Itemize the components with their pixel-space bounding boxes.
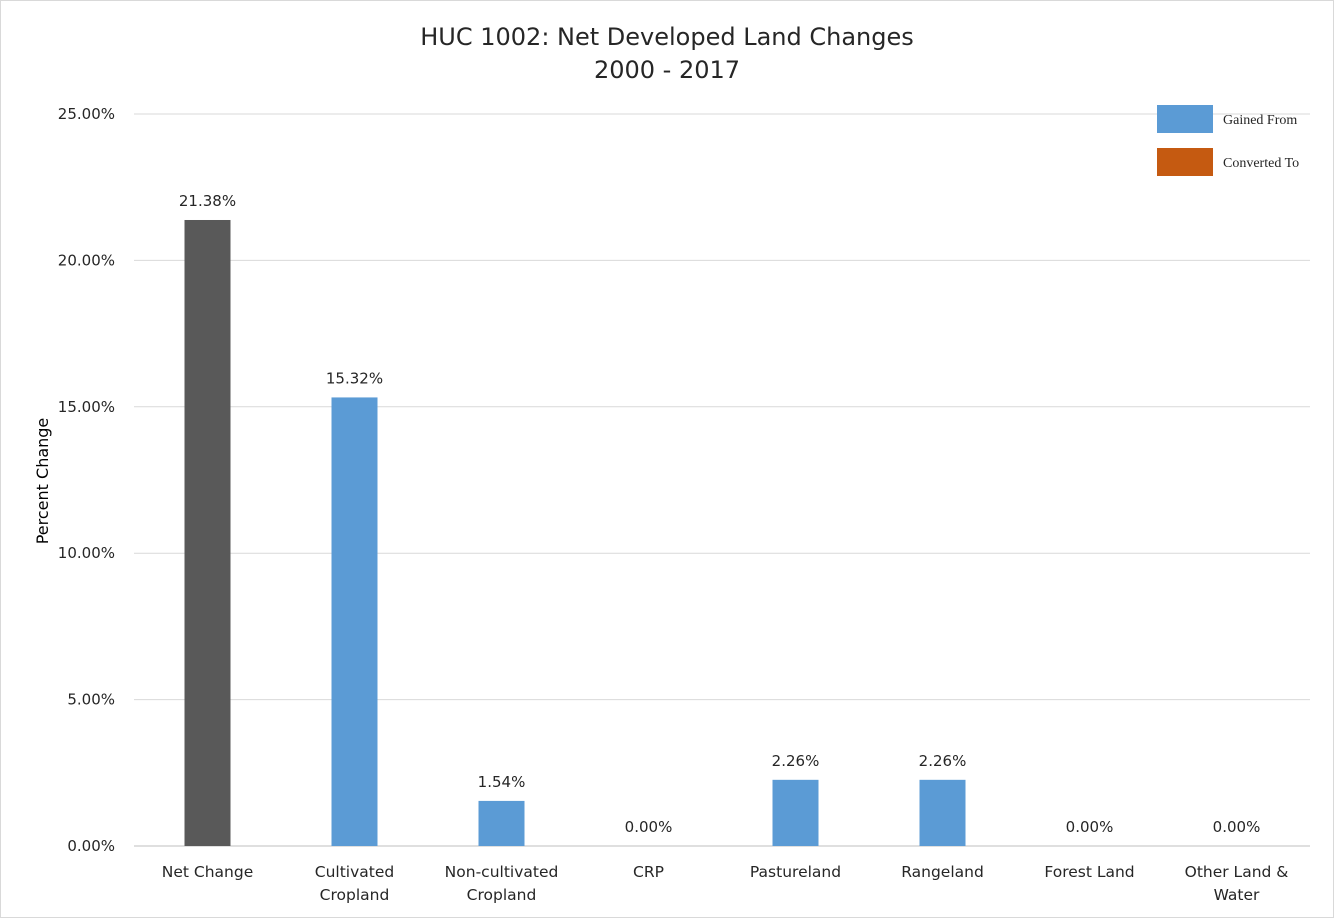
legend: Gained From Converted To (1157, 105, 1299, 176)
category-label: Cropland (320, 886, 390, 904)
bar (478, 800, 525, 846)
legend-label: Gained From (1223, 113, 1297, 128)
y-axis-label: Percent Change (33, 418, 52, 545)
data-label: 21.38% (179, 192, 236, 210)
data-labels: 21.38% 15.32% 1.54% 0.00% 2.26% 2.26% 0.00% 0.0… (179, 192, 1260, 836)
category-label: CRP (633, 863, 664, 881)
chart-title: HUC 1002: Net Developed Land Changes 2000… (420, 23, 914, 84)
category-label: Other Land & (1185, 863, 1289, 881)
data-label: 0.00% (1066, 818, 1114, 836)
category-label: Rangeland (901, 863, 984, 881)
category-label: Cultivated (315, 863, 394, 881)
y-axis-ticks: 0.00% 5.00% 10.00% 15.00% 20.00% 25.00% (58, 105, 115, 855)
data-label: 2.26% (919, 752, 967, 770)
category-label: Non-cultivated (445, 863, 559, 881)
y-tick-label: 10.00% (58, 544, 115, 562)
bar (184, 219, 231, 847)
x-axis-categories: Net Change Cultivated Cropland Non-cultivat… (162, 863, 1289, 904)
chart-title-line: HUC 1002: Net Developed Land Changes (420, 23, 914, 51)
data-label: 15.32% (326, 369, 383, 387)
legend-swatch (1157, 105, 1213, 133)
y-tick-label: 25.00% (58, 105, 115, 123)
data-label: 0.00% (625, 818, 673, 836)
y-tick-label: 5.00% (67, 691, 115, 709)
category-label: Forest Land (1044, 863, 1134, 881)
y-tick-label: 20.00% (58, 251, 115, 269)
data-label: 2.26% (772, 752, 820, 770)
bar (919, 779, 966, 846)
category-label: Cropland (467, 886, 537, 904)
data-label: 1.54% (478, 773, 526, 791)
chart-title-line: 2000 - 2017 (594, 56, 740, 84)
legend-swatch (1157, 148, 1213, 176)
category-label: Pastureland (750, 863, 841, 881)
y-tick-label: 15.00% (58, 398, 115, 416)
category-label: Water (1214, 886, 1260, 904)
bar (331, 397, 378, 846)
legend-label: Converted To (1223, 156, 1299, 171)
data-label: 0.00% (1213, 818, 1261, 836)
category-label: Net Change (162, 863, 253, 881)
gridlines (134, 113, 1310, 847)
bars (184, 219, 966, 847)
y-tick-label: 0.00% (67, 837, 115, 855)
bar (772, 779, 819, 846)
